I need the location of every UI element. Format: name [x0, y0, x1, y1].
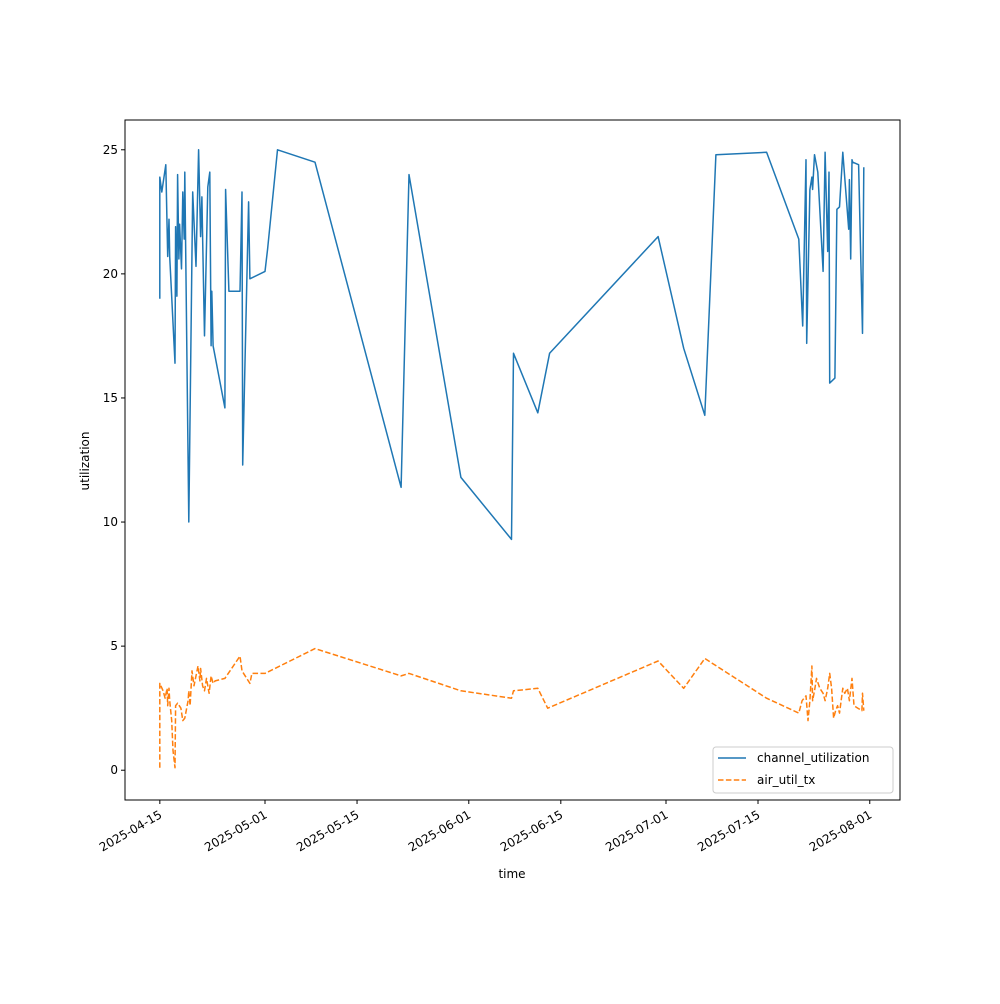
legend-box	[712, 746, 894, 794]
plot-frame	[124, 119, 901, 801]
y-tick-label: 20	[103, 267, 118, 281]
x-axis: 2025-04-15 2025-05-01 2025-05-15 2025-06-01…	[97, 800, 874, 854]
x-tick-label: 2025-07-01	[603, 807, 670, 854]
y-axis-label: utilization	[78, 432, 92, 491]
x-tick-label: 2025-04-15	[97, 807, 164, 854]
x-tick-label: 2025-08-01	[807, 807, 874, 854]
series-line-channel-utilization	[159, 149, 865, 541]
legend-label-air-util-tx: air_util_tx	[757, 773, 815, 787]
x-tick-label: 2025-05-01	[202, 807, 269, 854]
y-tick-label: 0	[110, 763, 118, 777]
legend-label-channel-utilization: channel_utilization	[757, 751, 869, 765]
x-tick-label: 2025-05-15	[294, 807, 361, 854]
x-tick-label: 2025-07-15	[695, 807, 762, 854]
x-axis-label: time	[498, 867, 525, 881]
y-tick-label: 15	[103, 391, 118, 405]
x-tick-label: 2025-06-01	[406, 807, 473, 854]
x-tick-label: 2025-06-15	[498, 807, 565, 854]
series-layer	[159, 149, 865, 769]
legend: channel_utilization air_util_tx	[712, 746, 894, 794]
y-tick-label: 10	[103, 515, 118, 529]
y-tick-label: 25	[103, 143, 118, 157]
series-line-air-util-tx	[159, 647, 865, 769]
y-axis: 0 5 10 15 20 25	[103, 143, 125, 777]
y-tick-label: 5	[110, 639, 118, 653]
